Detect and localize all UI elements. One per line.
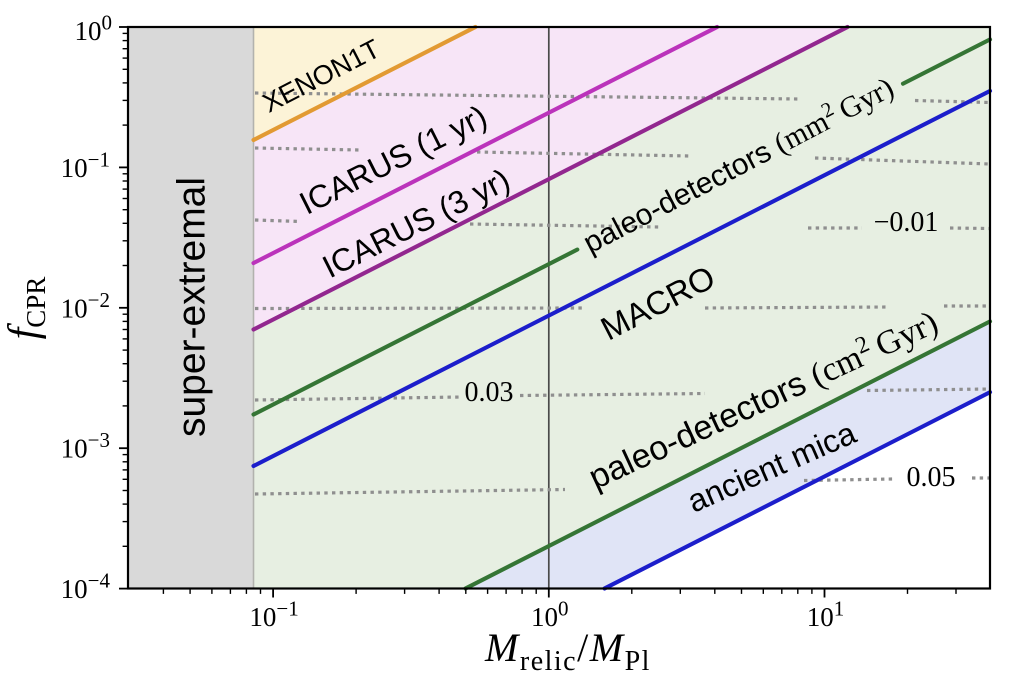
svg-text:10−1: 10−1 xyxy=(249,597,298,633)
svg-text:Mrelic/MPl: Mrelic/MPl xyxy=(484,625,651,677)
svg-text:0.03: 0.03 xyxy=(465,377,514,408)
svg-text:0.05: 0.05 xyxy=(907,462,956,493)
svg-text:super-extremal: super-extremal xyxy=(171,177,214,437)
svg-text:−0.01: −0.01 xyxy=(874,207,939,238)
svg-text:100: 100 xyxy=(531,597,569,633)
svg-text:10−3: 10−3 xyxy=(61,428,110,464)
svg-text:fCPR: fCPR xyxy=(1,277,51,340)
